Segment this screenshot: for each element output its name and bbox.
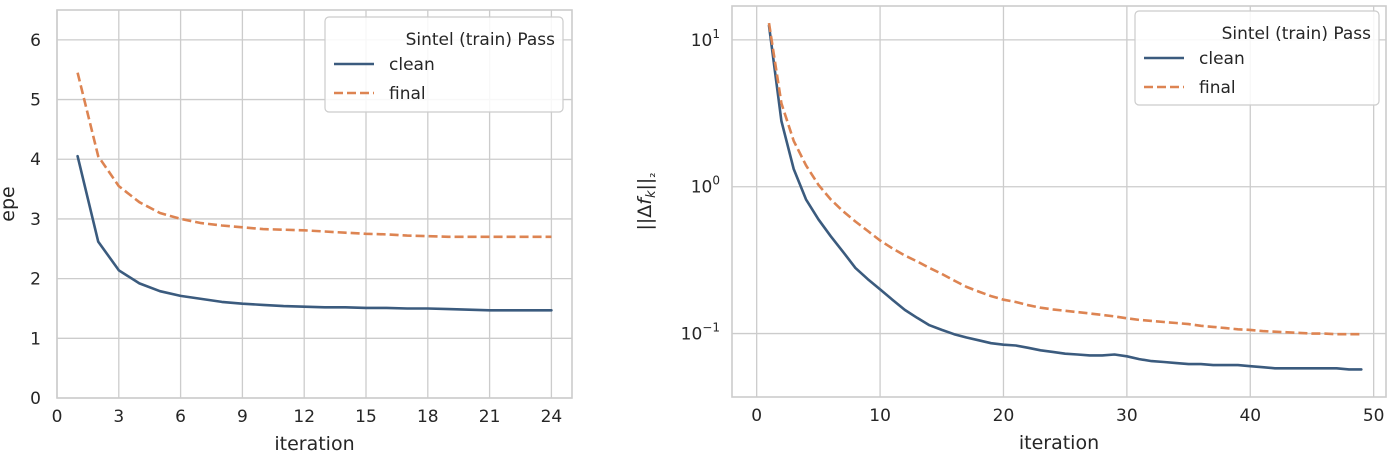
x-tick-label: 3	[113, 407, 124, 427]
x-tick-label: 21	[479, 407, 501, 427]
x-tick-label: 24	[541, 407, 563, 427]
y-tick-label: 6	[30, 31, 41, 51]
legend-label-clean: clean	[389, 55, 435, 75]
legend: Sintel (train) Pass clean final	[1135, 11, 1379, 105]
x-tick-label: 50	[1363, 406, 1385, 426]
legend: Sintel (train) Pass clean final	[325, 17, 563, 112]
x-tick-label: 9	[237, 407, 248, 427]
y-tick-label: 0	[30, 389, 41, 409]
y-tick-label: 2	[30, 270, 41, 290]
legend-title: Sintel (train) Pass	[1222, 24, 1372, 44]
x-tick-label: 20	[993, 406, 1015, 426]
x-tick-label: 15	[355, 407, 377, 427]
legend-label-final: final	[389, 84, 426, 104]
x-tick-label: 30	[1116, 406, 1138, 426]
x-axis-label: iteration	[1019, 432, 1099, 454]
legend-title: Sintel (train) Pass	[406, 30, 556, 50]
y-tick-label: 101	[691, 27, 720, 51]
x-tick-label: 6	[175, 407, 186, 427]
y-axis-label: ||Δfk||₂	[634, 172, 659, 230]
epe-chart: 0 3 6 9 12 15 18 21 240123456iterationepeSintel …	[0, 10, 572, 455]
y-tick-label: 5	[30, 91, 41, 111]
x-tick-label: 0	[52, 407, 63, 427]
series-line-clean	[78, 156, 552, 310]
x-tick-label: 40	[1239, 406, 1261, 426]
legend-label-clean: clean	[1199, 49, 1245, 69]
y-tick-label: 3	[30, 210, 41, 230]
x-axis-label: iteration	[274, 433, 354, 455]
legend-label-final: final	[1199, 78, 1236, 98]
x-tick-label: 18	[417, 407, 439, 427]
y-tick-label: 1	[30, 329, 41, 349]
x-tick-label: 12	[293, 407, 315, 427]
y-tick-label: 4	[30, 150, 41, 170]
y-axis-label: epe	[0, 186, 19, 221]
y-tick-label: 10−1	[681, 321, 720, 345]
y-tick-label: 100	[691, 174, 720, 198]
x-tick-label: 10	[869, 406, 891, 426]
update-norm-chart: 0 10 20 30 40 50 10−1 100 101 iteration ||Δfk||₂ Si…	[634, 6, 1386, 454]
x-tick-label: 0	[751, 406, 762, 426]
